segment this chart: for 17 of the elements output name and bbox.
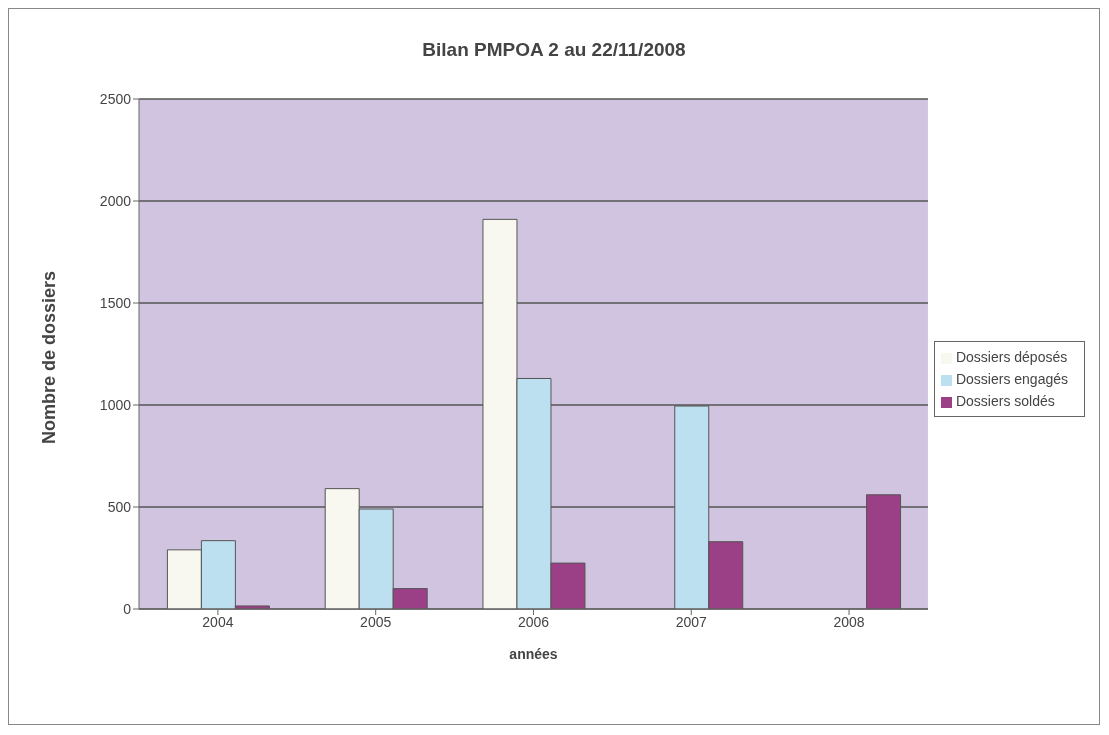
legend-label: Dossiers déposés (955, 349, 1068, 365)
y-tick-label: 1500 (99, 294, 132, 311)
x-tick-label: 2008 (833, 613, 865, 630)
x-axis-title: années (509, 646, 558, 662)
x-tick-label: 2007 (675, 613, 708, 630)
y-tick-label: 500 (107, 498, 132, 515)
x-tick-label: 2004 (202, 613, 234, 630)
y-tick-label: 0 (123, 600, 132, 617)
x-tick-label: 2006 (517, 613, 550, 630)
chart-title: Bilan PMPOA 2 au 22/11/2008 (421, 38, 687, 62)
y-tick-label: 2500 (99, 90, 132, 107)
legend-label: Dossiers engagés (955, 371, 1068, 387)
y-tick-label: 2000 (99, 192, 132, 209)
y-tick-label: 1000 (99, 396, 132, 413)
y-axis-title: Nombre de dossiers (39, 270, 60, 444)
legend-label: Dossiers soldés (955, 393, 1055, 409)
x-tick-label: 2005 (360, 613, 392, 630)
